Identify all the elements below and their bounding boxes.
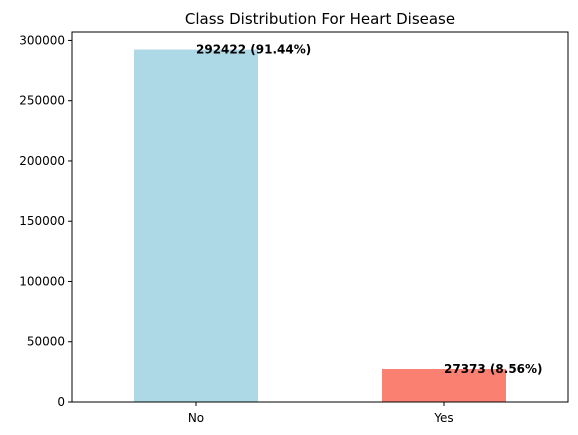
bars-group bbox=[134, 49, 506, 402]
y-tick-label: 100000 bbox=[19, 274, 65, 288]
y-axis: 0 50000 100000 150000 200000 250000 300000 bbox=[19, 33, 72, 409]
y-tick-label: 0 bbox=[57, 395, 65, 409]
data-labels-group: 292422 (91.44%) 27373 (8.56%) bbox=[196, 43, 543, 376]
y-tick-label: 250000 bbox=[19, 94, 65, 108]
bar-no bbox=[134, 49, 258, 402]
plot-frame bbox=[71, 31, 569, 403]
data-label-yes: 27373 (8.56%) bbox=[444, 362, 543, 376]
x-tick-label: No bbox=[188, 411, 204, 425]
bar-yes bbox=[382, 369, 506, 402]
y-tick-label: 150000 bbox=[19, 214, 65, 228]
y-tick-label: 50000 bbox=[27, 335, 65, 349]
y-tick-label: 200000 bbox=[19, 154, 65, 168]
y-tick-label: 300000 bbox=[19, 33, 65, 47]
data-label-no: 292422 (91.44%) bbox=[196, 43, 311, 57]
x-axis: No Yes bbox=[188, 402, 454, 425]
chart-title: Class Distribution For Heart Disease bbox=[185, 10, 455, 28]
x-tick-label: Yes bbox=[433, 411, 453, 425]
